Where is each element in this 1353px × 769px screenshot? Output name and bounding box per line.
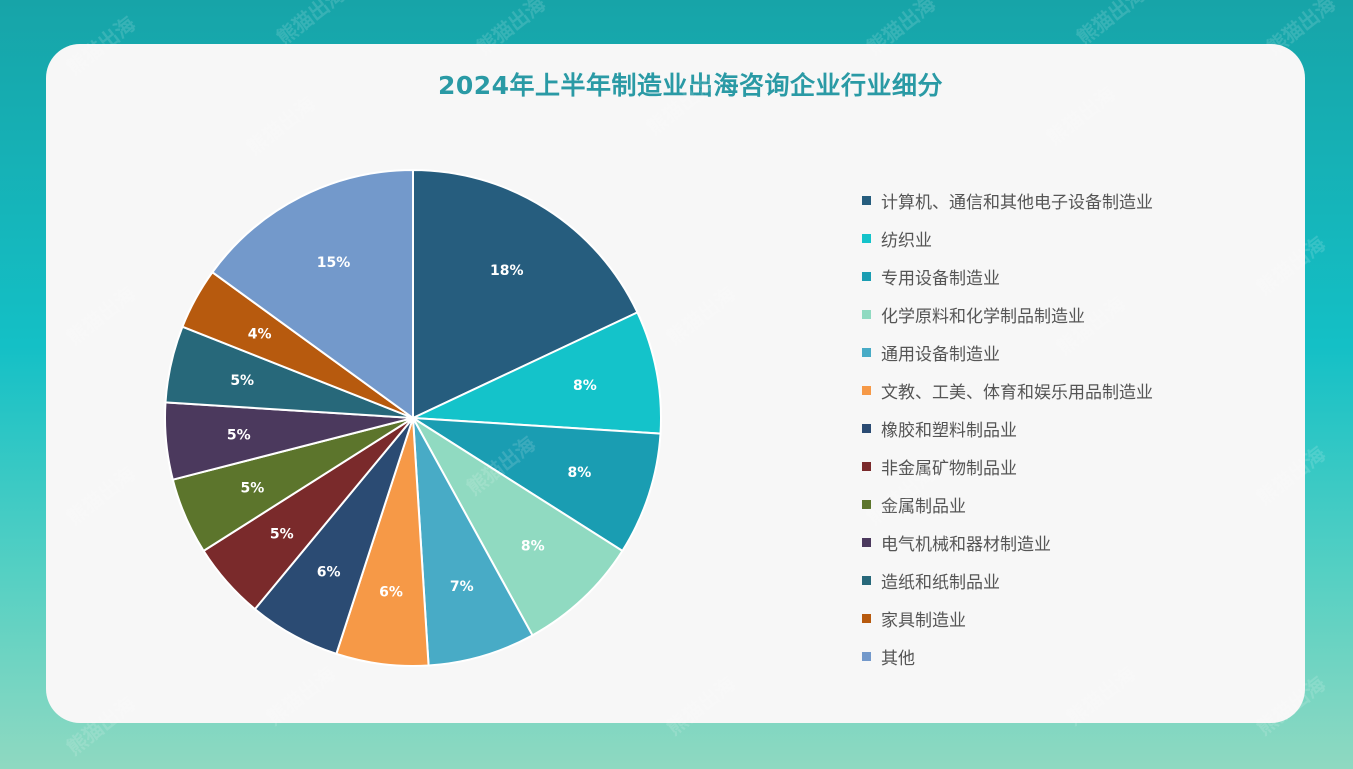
legend-item-5: 文教、工美、体育和娱乐用品制造业 [862,371,1153,409]
slice-label-9: 5% [227,427,251,443]
pie-slice-4 [412,417,534,667]
legend-label: 通用设备制造业 [881,344,1000,365]
legend-swatch [862,195,871,205]
legend-item-11: 家具制造业 [862,599,1153,637]
legend-label: 家具制造业 [881,610,966,631]
legend-swatch [862,385,871,395]
pie-slice-2 [412,417,662,553]
legend-item-0: 计算机、通信和其他电子设备制造业 [862,181,1153,219]
legend-swatch [862,271,871,281]
legend-label: 非金属矿物制品业 [881,458,1017,479]
legend-swatch [862,537,871,547]
chart-legend: 计算机、通信和其他电子设备制造业 纺织业专用设备制造业化学原料和化学制品制造业 通用… [862,181,1153,675]
legend-item-12: 其他 [862,637,1153,675]
slice-label-2: 8% [568,465,592,481]
legend-swatch [862,613,871,623]
legend-swatch [862,347,871,357]
slice-label-11: 4% [248,327,272,343]
legend-item-4: 通用设备制造业 [862,333,1153,371]
legend-swatch [862,461,871,471]
legend-item-10: 造纸和纸制品业 [862,561,1153,599]
legend-label: 造纸和纸制品业 [881,572,1000,593]
pie-slice-3 [412,417,624,637]
slice-label-4: 7% [450,579,474,595]
pie-slice-12 [210,168,414,420]
legend-label: 金属制品业 [881,496,966,517]
slice-label-10: 5% [230,373,254,389]
slice-label-1: 8% [573,378,597,394]
legend-label: 纺织业 [881,230,932,251]
legend-swatch [862,575,871,585]
slice-label-0: 18% [490,263,524,279]
pie-slice-0 [412,168,639,420]
legend-swatch [862,233,871,243]
legend-label: 其他 [881,648,915,669]
pie-slice-1 [412,311,662,435]
legend-swatch [862,309,871,319]
legend-item-8: 金属制品业 [862,485,1153,523]
slice-label-7: 5% [270,527,294,543]
legend-item-3: 化学原料和化学制品制造业 [862,295,1153,333]
legend-item-1: 纺织业 [862,219,1153,257]
legend-item-9: 电气机械和器材制造业 [862,523,1153,561]
legend-item-7: 非金属矿物制品业 [862,447,1153,485]
slice-label-5: 6% [379,585,403,601]
slice-label-6: 6% [317,564,341,580]
legend-swatch [862,499,871,509]
legend-label: 化学原料和化学制品制造业 [881,306,1085,327]
legend-item-2: 专用设备制造业 [862,257,1153,295]
slice-label-3: 8% [521,539,545,555]
legend-label: 计算机、通信和其他电子设备制造业 [881,192,1153,213]
legend-swatch [862,423,871,433]
slice-label-12: 15% [317,255,351,271]
legend-item-6: 橡胶和塑料制品业 [862,409,1153,447]
legend-label: 橡胶和塑料制品业 [881,420,1017,441]
legend-label: 文教、工美、体育和娱乐用品制造业 [881,382,1153,403]
slice-label-8: 5% [241,481,265,497]
legend-label: 电气机械和器材制造业 [881,534,1051,555]
chart-title: 2024年上半年制造业出海咨询企业行业细分 [437,71,944,100]
legend-label: 专用设备制造业 [881,268,1000,289]
legend-swatch [862,651,871,661]
